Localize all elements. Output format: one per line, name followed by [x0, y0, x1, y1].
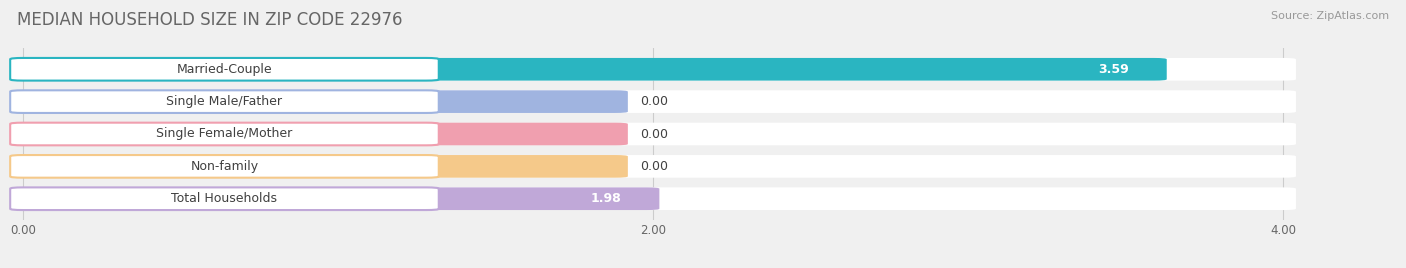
- FancyBboxPatch shape: [10, 187, 439, 210]
- FancyBboxPatch shape: [10, 187, 1296, 210]
- Text: Married-Couple: Married-Couple: [177, 63, 273, 76]
- FancyBboxPatch shape: [10, 90, 628, 113]
- Text: Total Households: Total Households: [172, 192, 277, 205]
- FancyBboxPatch shape: [10, 155, 439, 178]
- Text: 1.98: 1.98: [591, 192, 621, 205]
- Text: 0.00: 0.00: [641, 95, 668, 108]
- FancyBboxPatch shape: [10, 187, 659, 210]
- FancyBboxPatch shape: [10, 123, 439, 145]
- FancyBboxPatch shape: [10, 123, 1296, 145]
- Text: MEDIAN HOUSEHOLD SIZE IN ZIP CODE 22976: MEDIAN HOUSEHOLD SIZE IN ZIP CODE 22976: [17, 11, 402, 29]
- FancyBboxPatch shape: [10, 58, 1296, 81]
- Text: Single Male/Father: Single Male/Father: [166, 95, 283, 108]
- FancyBboxPatch shape: [10, 90, 1296, 113]
- FancyBboxPatch shape: [10, 58, 1167, 81]
- Text: 3.59: 3.59: [1098, 63, 1129, 76]
- FancyBboxPatch shape: [10, 90, 439, 113]
- Text: Single Female/Mother: Single Female/Mother: [156, 128, 292, 140]
- FancyBboxPatch shape: [10, 155, 1296, 178]
- FancyBboxPatch shape: [10, 155, 628, 178]
- FancyBboxPatch shape: [10, 58, 439, 81]
- Text: 0.00: 0.00: [641, 128, 668, 140]
- Text: Source: ZipAtlas.com: Source: ZipAtlas.com: [1271, 11, 1389, 21]
- Text: Non-family: Non-family: [190, 160, 259, 173]
- Text: 0.00: 0.00: [641, 160, 668, 173]
- FancyBboxPatch shape: [10, 123, 628, 145]
